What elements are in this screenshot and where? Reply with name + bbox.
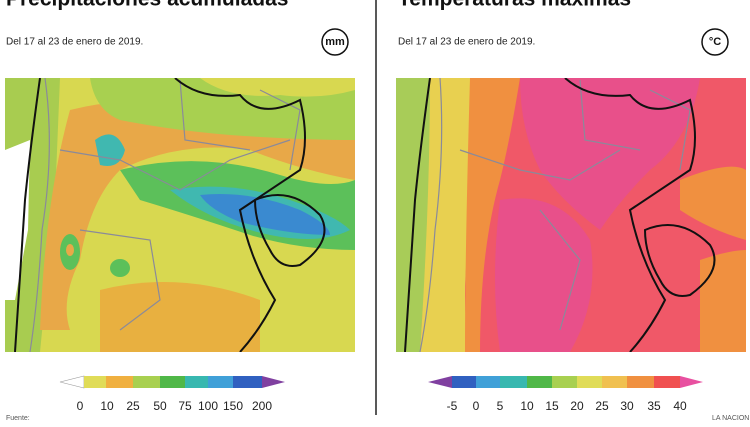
- legend-label: 35: [647, 399, 661, 413]
- legend-label: 5: [497, 399, 504, 413]
- unit-label: mm: [325, 36, 345, 48]
- legend-label: 30: [620, 399, 634, 413]
- legend-label: 15: [545, 399, 559, 413]
- temperature-map: [396, 78, 746, 352]
- legend-label: 150: [223, 399, 243, 413]
- legend-label: 0: [77, 399, 84, 413]
- legend-label: 0: [473, 399, 480, 413]
- legend-label: 40: [673, 399, 687, 413]
- panel-title: Temperaturas máximas: [398, 0, 631, 11]
- legend-label: 100: [198, 399, 218, 413]
- panel-subtitle: Del 17 al 23 de enero de 2019.: [6, 37, 143, 48]
- legend-label: 10: [520, 399, 534, 413]
- unit-label: °C: [709, 36, 721, 48]
- legend-label: 10: [100, 399, 114, 413]
- panel-subtitle: Del 17 al 23 de enero de 2019.: [398, 37, 535, 48]
- legend-label: 200: [252, 399, 272, 413]
- unit-badge: [701, 28, 729, 56]
- legend-labels: 0 10 25 50 75 100 150 200: [77, 399, 273, 413]
- legend-labels: -5 0 5 10 15 20 25 30 35 40: [447, 399, 687, 413]
- legend-label: 25: [126, 399, 140, 413]
- precip-map: [5, 78, 355, 352]
- legend-label: 20: [570, 399, 584, 413]
- panel-title: Precipitaciones acumuladas: [6, 0, 288, 11]
- source: Fuente:: [6, 415, 30, 422]
- legend-label: -5: [447, 399, 458, 413]
- unit-badge: [321, 28, 349, 56]
- legend-label: 75: [178, 399, 192, 413]
- legend-label: 25: [595, 399, 609, 413]
- brand: LA NACION: [712, 415, 749, 422]
- legend-label: 50: [153, 399, 167, 413]
